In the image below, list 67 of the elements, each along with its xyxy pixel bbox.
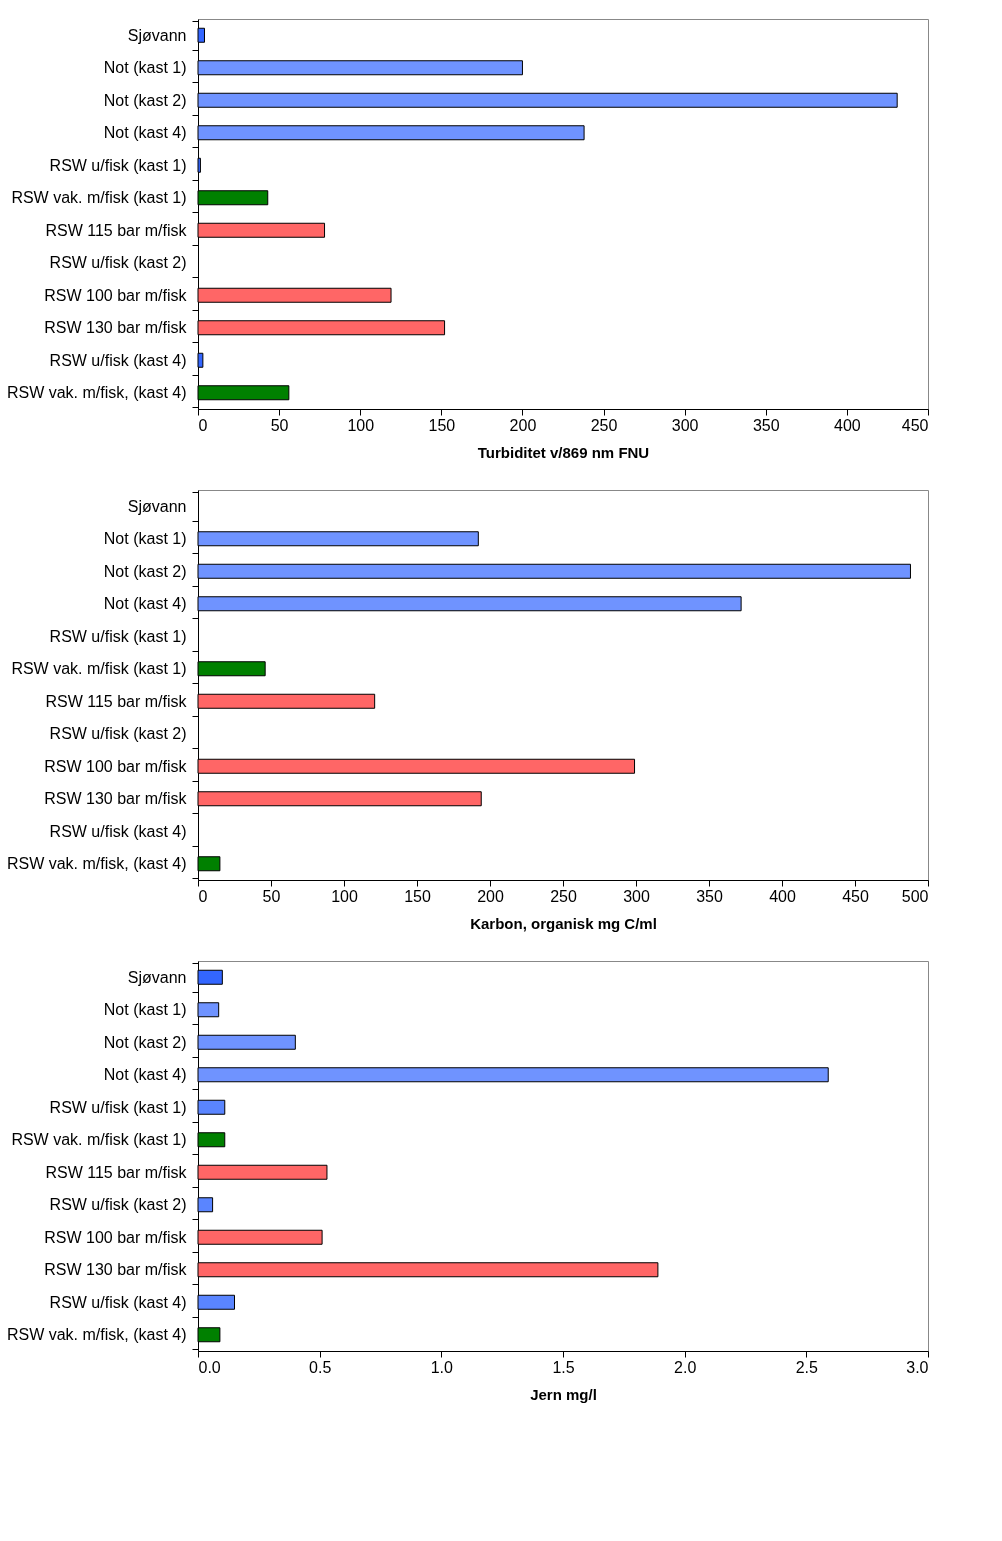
y-tick-label: RSW vak. m/fisk, (kast 4) (6, 855, 187, 873)
x-tick-label: 2.0 (674, 1358, 697, 1376)
x-tick-label: 0 (198, 887, 208, 905)
y-tick-label: RSW 100 bar m/fisk (44, 1228, 188, 1246)
y-tick-label: RSW 115 bar m/fisk (45, 221, 188, 239)
x-tick-label: 350 (752, 416, 780, 434)
y-tick-label: RSW u/fisk (kast 4) (49, 822, 187, 840)
y-tick-label: Not (kast 4) (103, 1066, 187, 1084)
x-tick-label: 200 (509, 416, 537, 434)
x-tick-label: 100 (331, 887, 358, 905)
x-axis-title: Jern mg/l (530, 1385, 597, 1403)
y-tick-label: RSW 130 bar m/fisk (44, 319, 188, 337)
y-tick-label: RSW 115 bar m/fisk (45, 1163, 188, 1181)
y-tick-label: RSW u/fisk (kast 1) (49, 627, 187, 645)
y-tick-label: Not (kast 4) (103, 124, 187, 142)
x-tick-label: 300 (671, 416, 699, 434)
x-tick-label: 0 (198, 416, 208, 434)
y-tick-label: Sjøvann (127, 26, 187, 44)
x-tick-label: 450 (842, 887, 869, 905)
x-tick-label: 250 (590, 416, 618, 434)
y-tick-label: Not (kast 2) (103, 1033, 187, 1051)
y-tick-label: RSW u/fisk (kast 1) (49, 1098, 187, 1116)
y-tick-label: RSW vak. m/fisk, (kast 4) (6, 384, 187, 402)
y-tick-label: Not (kast 1) (103, 530, 187, 548)
x-tick-label: 400 (834, 416, 861, 434)
x-tick-label: 1.5 (552, 1358, 575, 1376)
y-tick-label: RSW vak. m/fisk (kast 1) (11, 660, 187, 678)
x-tick-label: 150 (428, 416, 456, 434)
y-tick-label: RSW u/fisk (kast 1) (49, 156, 187, 174)
x-tick-label: 450 (901, 416, 929, 434)
y-tick-label: RSW 130 bar m/fisk (44, 790, 188, 808)
x-tick-label: 50 (262, 887, 281, 905)
x-tick-label: 0.5 (309, 1358, 332, 1376)
x-tick-label: 50 (270, 416, 289, 434)
y-tick-label: RSW u/fisk (kast 2) (49, 1196, 187, 1214)
y-tick-label: RSW vak. m/fisk, (kast 4) (6, 1326, 187, 1344)
x-tick-label: 3.0 (906, 1358, 929, 1376)
y-tick-label: RSW 115 bar m/fisk (45, 692, 188, 710)
y-tick-label: RSW 130 bar m/fisk (44, 1261, 188, 1279)
x-tick-label: 100 (347, 416, 375, 434)
y-tick-label: RSW u/fisk (kast 2) (49, 725, 187, 743)
y-tick-label: Not (kast 2) (103, 562, 187, 580)
y-tick-label: Not (kast 4) (103, 595, 187, 613)
y-tick-label: RSW u/fisk (kast 4) (49, 351, 187, 369)
x-tick-label: 1.0 (430, 1358, 454, 1376)
y-tick-label: Sjøvann (127, 497, 187, 515)
x-tick-label: 250 (550, 887, 577, 905)
y-tick-label: RSW u/fisk (kast 2) (49, 254, 187, 272)
y-tick-label: RSW vak. m/fisk (kast 1) (11, 1131, 187, 1149)
x-axis-title: Turbiditet v/869 nm FNU (477, 443, 650, 461)
y-tick-label: RSW vak. m/fisk (kast 1) (11, 189, 187, 207)
y-tick-label: Not (kast 1) (103, 59, 187, 77)
x-tick-label: 150 (404, 887, 431, 905)
y-tick-label: Not (kast 2) (103, 91, 187, 109)
x-tick-label: 350 (696, 887, 723, 905)
x-tick-label: 200 (477, 887, 504, 905)
y-tick-label: RSW 100 bar m/fisk (44, 757, 188, 775)
y-tick-label: RSW 100 bar m/fisk (44, 286, 188, 304)
x-axis-title: Karbon, organisk mg C/ml (470, 914, 657, 932)
x-tick-label: 500 (901, 887, 929, 905)
y-tick-label: Not (kast 1) (103, 1001, 187, 1019)
x-tick-label: 0.0 (198, 1358, 221, 1376)
x-tick-label: 2.5 (795, 1358, 819, 1376)
y-tick-label: Sjøvann (127, 968, 187, 986)
x-tick-label: 400 (769, 887, 796, 905)
x-tick-label: 300 (623, 887, 650, 905)
y-tick-label: RSW u/fisk (kast 4) (49, 1293, 187, 1311)
